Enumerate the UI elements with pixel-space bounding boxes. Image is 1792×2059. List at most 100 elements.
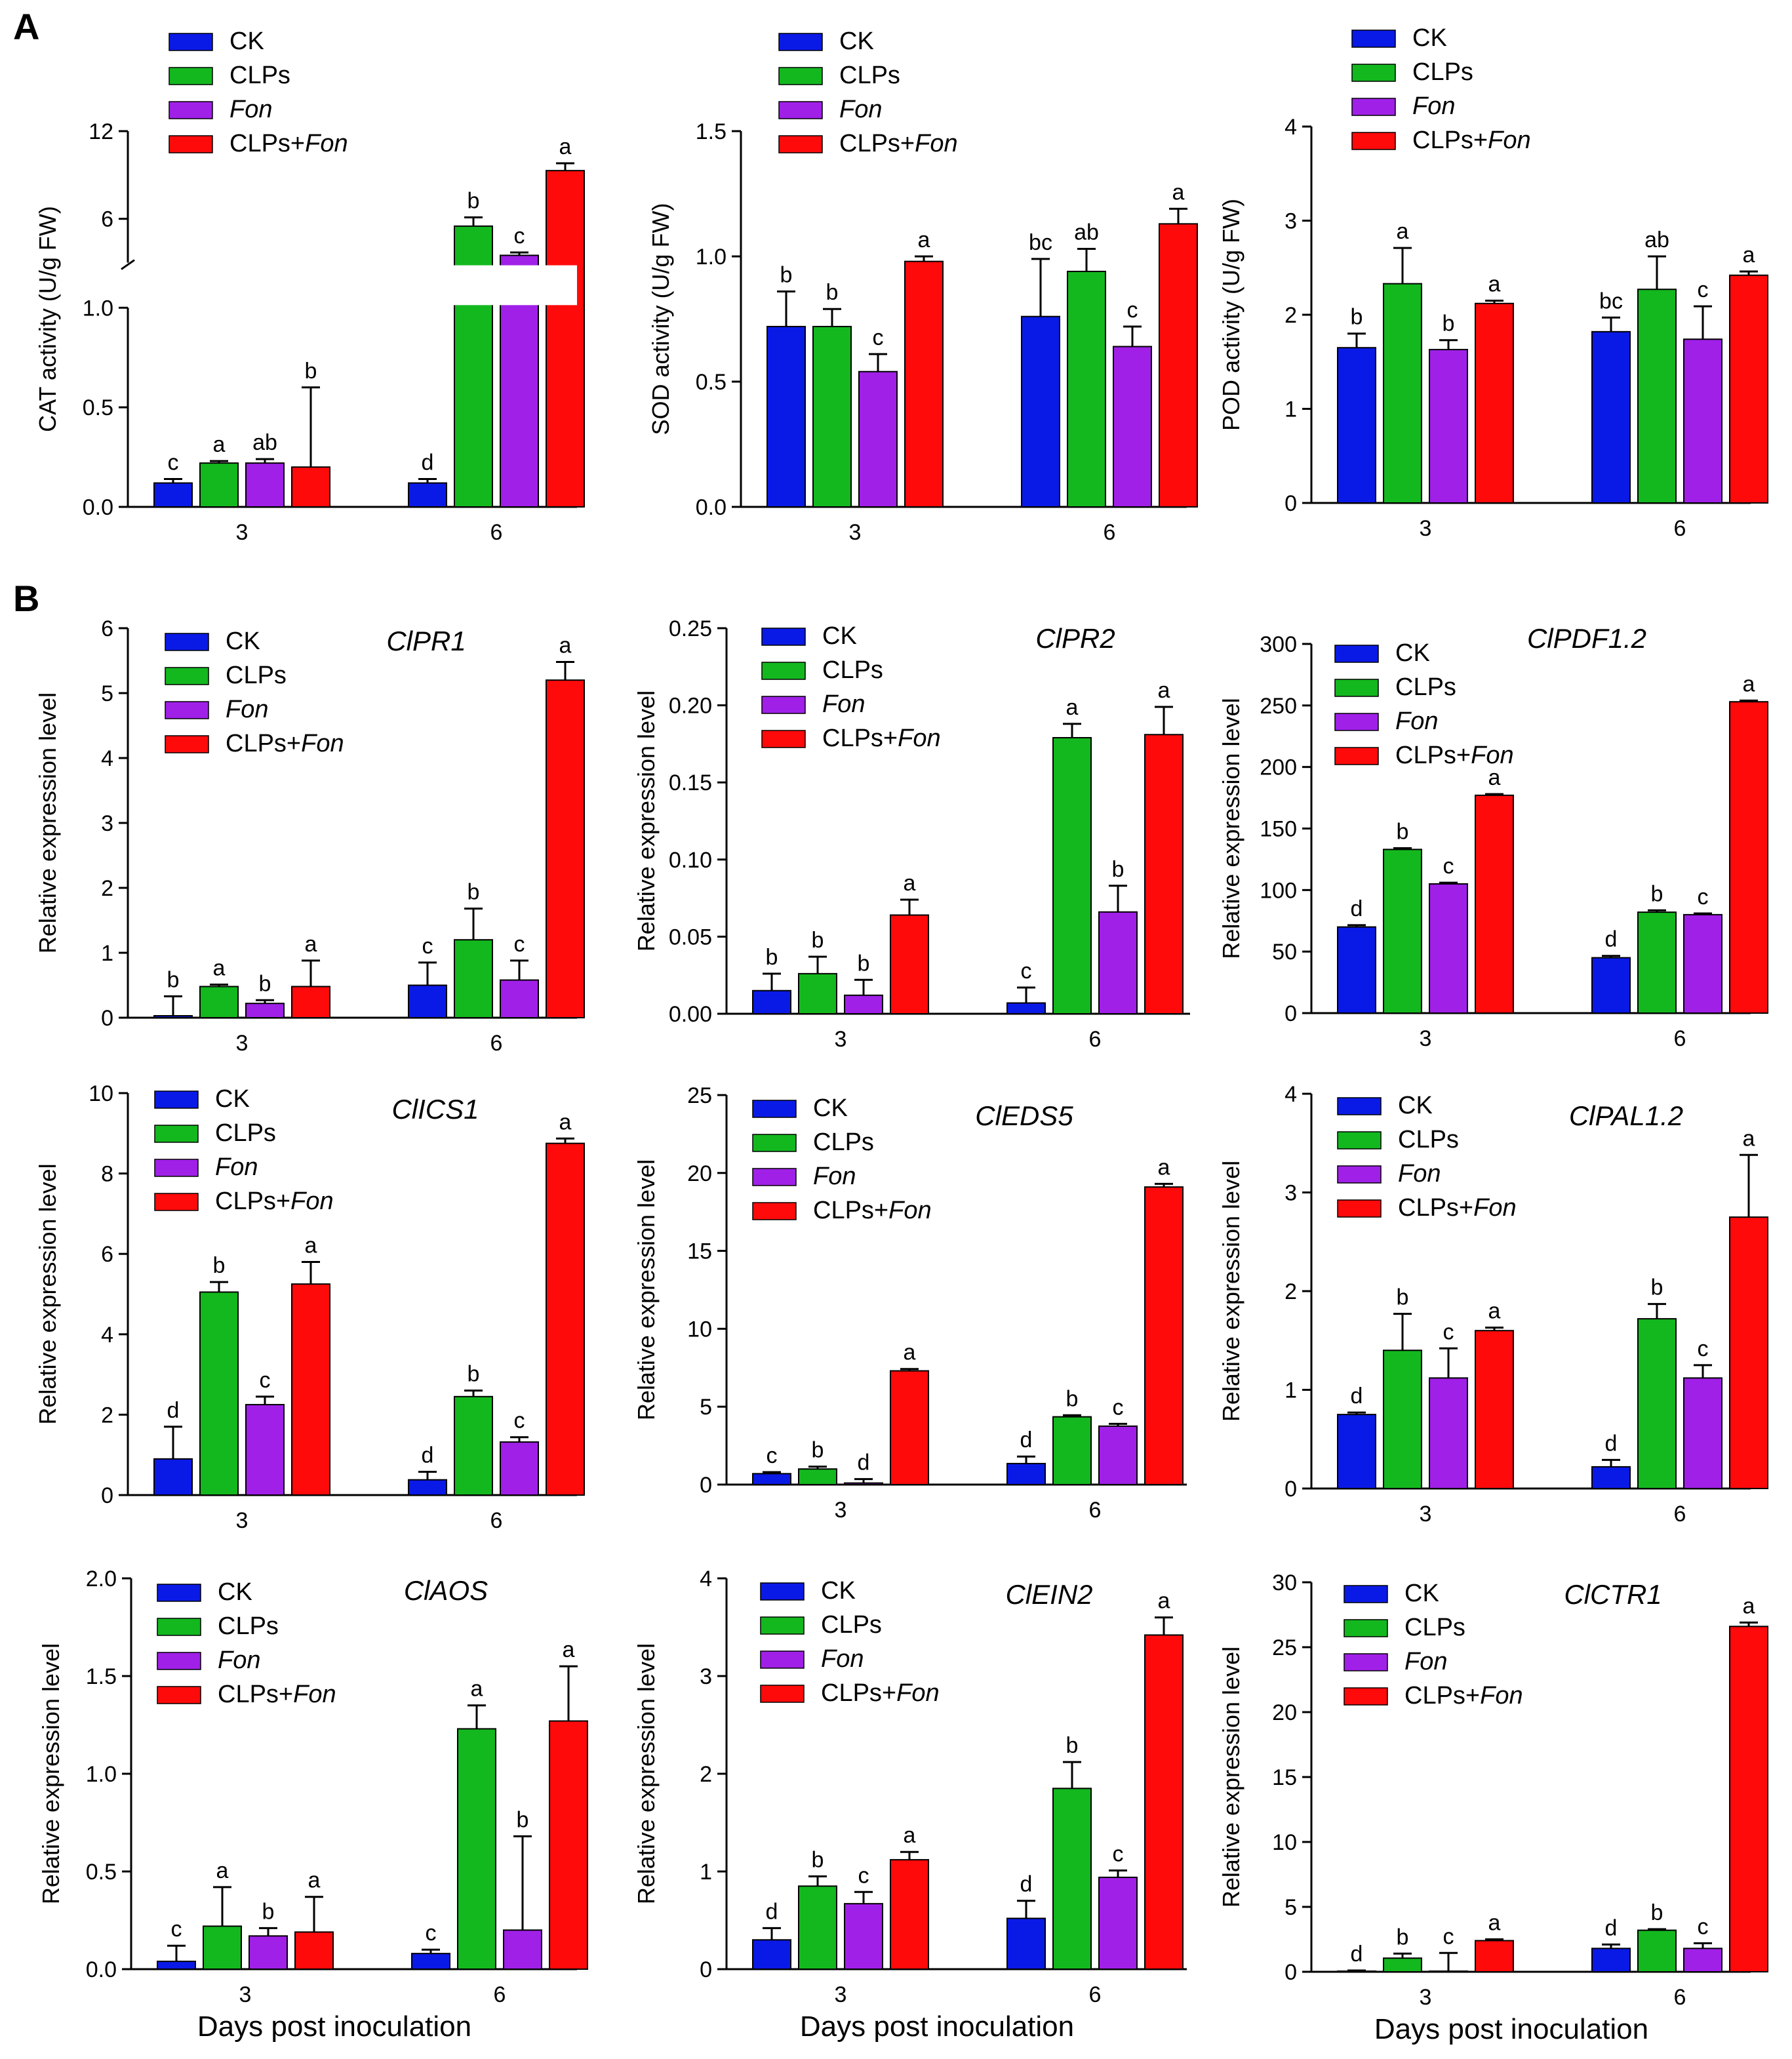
x-tick-label: 6: [1674, 516, 1686, 541]
legend-label: CK: [839, 28, 874, 55]
y-tick-label: 0.20: [669, 694, 712, 719]
y-tick-label: 5: [101, 681, 113, 706]
y-tick-label: 1: [1284, 1378, 1297, 1403]
legend-swatch: [1337, 1097, 1382, 1115]
legend-label: CLPs: [822, 656, 883, 684]
y-axis-label: Relative expression level: [34, 692, 61, 953]
legend-swatch: [1351, 98, 1396, 116]
bar-claos-d3-s1: [203, 1925, 242, 1970]
significance-letter: c: [1698, 1336, 1709, 1361]
x-tick-label: 3: [1420, 1026, 1432, 1051]
significance-letter: a: [1488, 765, 1501, 790]
legend-label: Fon: [215, 1153, 258, 1181]
bar-clpr2-d6-s1: [1052, 736, 1092, 1014]
legend-label: CLPs+Fon: [215, 1188, 334, 1215]
legend-swatch: [1337, 1199, 1382, 1218]
bar-clpr2-d6-s0: [1006, 1002, 1046, 1015]
legend-swatch: [1344, 1619, 1388, 1637]
significance-letter: b: [826, 280, 839, 305]
significance-letter: a: [563, 1637, 575, 1662]
y-axis-label: Relative expression level: [633, 1643, 660, 1904]
significance-letter: b: [1397, 1285, 1409, 1310]
legend-swatch: [778, 101, 823, 119]
significance-letter: c: [514, 224, 525, 249]
y-axis-label: Relative expression level: [1218, 1161, 1244, 1422]
bar-clpr2-d3-s1: [798, 972, 837, 1015]
y-tick-label: 0: [1284, 1001, 1297, 1026]
significance-letter: c: [168, 450, 179, 475]
legend-label: Fon: [1398, 1160, 1441, 1188]
bar-sod-d3-s3: [904, 260, 944, 508]
y-tick-label: 20: [687, 1161, 712, 1186]
significance-letter: b: [262, 1899, 275, 1924]
legend-swatch: [752, 1100, 797, 1118]
bar-clctr1-d6-s1: [1637, 1929, 1677, 1972]
significance-letter: b: [517, 1807, 529, 1832]
y-tick-label: 1.5: [86, 1664, 117, 1689]
legend-swatch: [760, 1582, 805, 1601]
y-tick-label: 0.5: [696, 370, 727, 395]
legend: CK CLPs Fon CLPs+Fon: [1344, 1580, 1523, 1709]
y-tick-label: 8: [101, 1162, 113, 1187]
x-tick-label: 3: [835, 1027, 847, 1052]
axis-break-mark: [121, 259, 135, 270]
y-tick-label: 4: [700, 1567, 712, 1591]
x-tick-label: 6: [1089, 1982, 1102, 2007]
bar-sod-d6-s0: [1021, 315, 1060, 508]
significance-letter: a: [1488, 271, 1501, 296]
bar-cleds5-d3-s3: [890, 1370, 929, 1485]
y-axis-label: POD activity (U/g FW): [1218, 199, 1244, 431]
chart-title: ClPDF1.2: [1527, 623, 1646, 654]
significance-letter: b: [468, 1362, 480, 1387]
legend-swatch: [1351, 64, 1396, 82]
legend-label: Fon: [226, 696, 268, 723]
legend-swatch: [157, 1652, 201, 1670]
bar-clpr1-d3-s0: [153, 1015, 193, 1019]
x-tick-label: 6: [1674, 1985, 1686, 2010]
bar-clpr1-d3-s2: [245, 1003, 285, 1018]
significance-letter: a: [559, 633, 572, 658]
legend-label: CLPs+Fon: [1404, 1682, 1523, 1709]
significance-letter: bc: [1029, 230, 1052, 255]
significance-letter: a: [1743, 243, 1755, 268]
y-tick-label: 6: [101, 616, 113, 641]
bar-clpr1-d3-s1: [199, 986, 239, 1018]
x-tick-label: 6: [494, 1982, 506, 2007]
significance-letter: a: [1158, 1155, 1170, 1180]
bar-cleds5-d3-s0: [752, 1473, 791, 1485]
significance-letter: a: [559, 1109, 572, 1134]
y-tick-label: 1: [700, 1860, 712, 1885]
y-axis-label: Relative expression level: [1218, 698, 1244, 959]
legend-label: CLPs+Fon: [813, 1197, 932, 1224]
y-tick-label: 20: [1272, 1700, 1297, 1725]
legend-swatch: [165, 701, 209, 719]
bar-cat-d6-s0: [408, 482, 447, 508]
legend-swatch: [154, 1090, 199, 1109]
bar-cat-d3-s1: [199, 462, 239, 508]
panel-letter-a: A: [13, 6, 40, 47]
bar-clics1-d3-s3: [291, 1283, 330, 1496]
legend-swatch: [778, 135, 823, 153]
legend-label: Fon: [813, 1163, 856, 1190]
bar-pod-d3-s3: [1475, 302, 1514, 504]
bar-claos-d6-s3: [549, 1720, 588, 1970]
bar-clpr2-d3-s0: [752, 990, 791, 1014]
y-tick-label: 3: [101, 811, 113, 836]
legend-label: CK: [821, 1577, 856, 1605]
chart-cleds5: 0 5 10 15 20 25 Relative expression level c b d a 3…: [633, 1083, 1187, 1523]
significance-letter: a: [213, 956, 226, 981]
legend-swatch: [752, 1202, 797, 1220]
legend-swatch: [760, 1650, 805, 1669]
significance-letter: a: [1743, 671, 1755, 696]
x-tick-label: 6: [1089, 1027, 1102, 1052]
significance-letter: c: [514, 932, 525, 957]
legend-label: Fon: [1404, 1648, 1447, 1675]
significance-letter: d: [1605, 1915, 1618, 1940]
bar-pod-d6-s1: [1637, 289, 1677, 504]
legend-swatch: [1344, 1653, 1388, 1671]
bar-clpr1-d3-s3: [291, 986, 330, 1018]
bar-pod-d6-s3: [1729, 274, 1768, 504]
y-tick-label: 1: [101, 941, 113, 966]
legend-swatch: [761, 628, 806, 646]
